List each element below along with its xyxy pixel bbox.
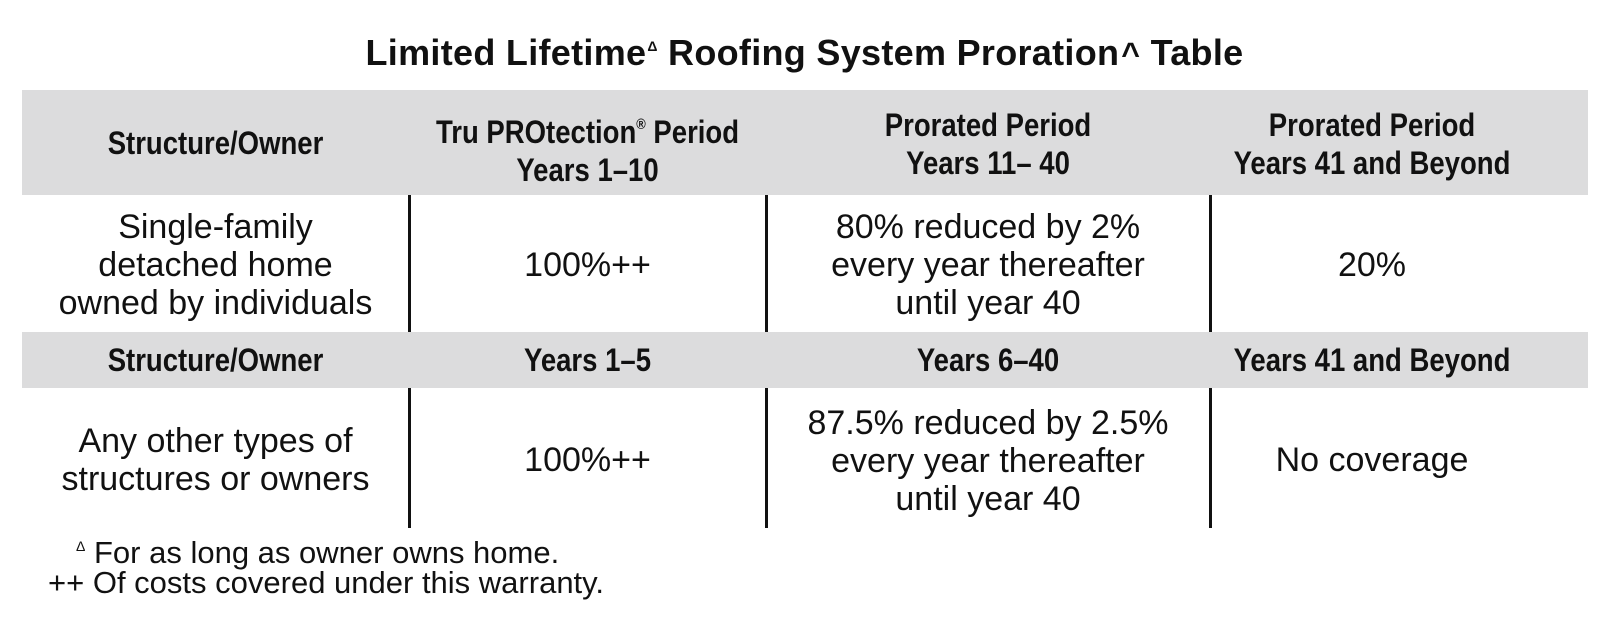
divider-row2-col3 bbox=[1209, 388, 1212, 528]
footnote-delta: Δ For as long as owner owns home. bbox=[76, 527, 559, 572]
divider-row2-col2 bbox=[765, 388, 768, 528]
row2-years-41-beyond-value: No coverage bbox=[1275, 441, 1469, 479]
header1-tru-protection-period: Tru PROtection® Period Years 1–10 bbox=[435, 114, 740, 188]
row2-years-6-40-value: 87.5% reduced by 2.5% every year thereaf… bbox=[807, 404, 1169, 518]
footnote-delta-symbol: Δ bbox=[76, 538, 86, 554]
row1-years-1-10-value: 100%++ bbox=[524, 246, 651, 284]
footnote-plusplus-symbol: ++ bbox=[48, 565, 85, 600]
divider-row2-col1 bbox=[408, 388, 411, 528]
title-part3: Table bbox=[1150, 32, 1244, 73]
row1-structure-owner: Single-family detached home owned by ind… bbox=[58, 208, 373, 322]
title-delta-mark: Δ bbox=[647, 38, 658, 54]
divider-row1-col3 bbox=[1209, 195, 1212, 332]
header1-structure-owner: Structure/Owner bbox=[107, 125, 324, 161]
table-title: Limited LifetimeΔ Roofing System Prorati… bbox=[0, 32, 1609, 74]
title-caret-mark: ^ bbox=[1121, 36, 1141, 72]
header1-prorated-period-41-beyond: Prorated Period Years 41 and Beyond bbox=[1233, 107, 1511, 181]
row2-structure-owner: Any other types of structures or owners bbox=[61, 422, 370, 498]
footnote-plusplus: ++ Of costs covered under this warranty. bbox=[48, 564, 604, 602]
header2-years-41-beyond: Years 41 and Beyond bbox=[1233, 342, 1511, 378]
header-band-2 bbox=[22, 332, 1588, 388]
row1-years-11-40-value: 80% reduced by 2% every year thereafter … bbox=[831, 208, 1145, 322]
divider-row1-col2 bbox=[765, 195, 768, 332]
header-band-1 bbox=[22, 90, 1588, 195]
registered-mark: ® bbox=[636, 116, 646, 133]
header2-structure-owner: Structure/Owner bbox=[107, 342, 324, 378]
header1-prorated-period-11-40: Prorated Period Years 11– 40 bbox=[884, 107, 1092, 181]
divider-row1-col1 bbox=[408, 195, 411, 332]
row2-years-1-5-value: 100%++ bbox=[524, 441, 651, 479]
footnote-delta-text: For as long as owner owns home. bbox=[93, 535, 560, 570]
header2-years-6-40: Years 6–40 bbox=[916, 342, 1060, 378]
title-part2: Roofing System Proration bbox=[668, 32, 1120, 73]
header2-years-1-5: Years 1–5 bbox=[523, 342, 652, 378]
row1-years-41-beyond-value: 20% bbox=[1337, 246, 1407, 284]
title-part1: Limited Lifetime bbox=[365, 32, 647, 73]
footnote-plusplus-text: Of costs covered under this warranty. bbox=[92, 565, 604, 600]
